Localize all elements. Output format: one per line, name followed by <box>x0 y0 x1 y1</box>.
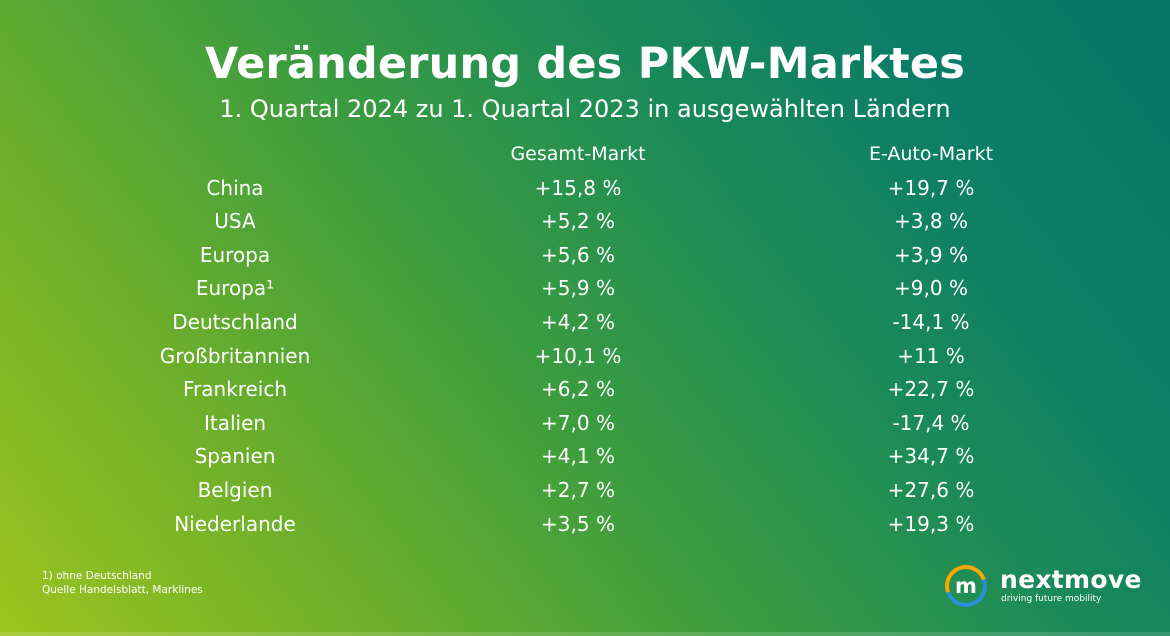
slide-title: Veränderung des PKW-Marktes <box>204 39 966 89</box>
country-cell: USA <box>214 209 256 234</box>
ev-market-cell: -14,1 % <box>892 309 970 334</box>
ev-market-cell: +3,9 % <box>894 242 968 267</box>
total-market-cell: +2,7 % <box>541 477 615 502</box>
footnote: 1) ohne Deutschland <box>42 570 152 582</box>
country-cell: Niederlande <box>174 511 296 536</box>
country-cell: China <box>206 175 264 200</box>
comparison-table: Gesamt-Markt E-Auto-Markt China +15,8 % +1… <box>0 138 1170 541</box>
source-note: Quelle Handelsblatt, Marklines <box>42 584 203 596</box>
logo-tagline: driving future mobility <box>1001 594 1102 604</box>
total-market-cell: +10,1 % <box>534 343 622 368</box>
bottom-strip <box>0 632 1170 636</box>
table-row: Frankreich +6,2 % +22,7 % <box>0 373 1170 407</box>
country-cell: Großbritannien <box>159 343 311 368</box>
country-cell: Spanien <box>194 444 276 469</box>
total-market-cell: +15,8 % <box>534 175 622 200</box>
country-cell: Europa <box>199 242 271 267</box>
table-row: Europa¹ +5,9 % +9,0 % <box>0 272 1170 306</box>
table-row: Belgien +2,7 % +27,6 % <box>0 474 1170 508</box>
total-market-cell: +4,2 % <box>541 309 615 334</box>
table-row: Deutschland +4,2 % -14,1 % <box>0 306 1170 340</box>
total-market-cell: +6,2 % <box>541 377 615 402</box>
table-row: Spanien +4,1 % +34,7 % <box>0 440 1170 474</box>
table-header-row: Gesamt-Markt E-Auto-Markt <box>0 138 1170 172</box>
ev-market-cell: +22,7 % <box>887 377 975 402</box>
country-cell: Europa¹ <box>195 276 275 301</box>
total-market-cell: +5,6 % <box>541 242 615 267</box>
svg-text:m: m <box>955 574 977 598</box>
table-body: China +15,8 % +19,7 % USA +5,2 % +3,8 % Europa… <box>0 172 1170 542</box>
total-market-cell: +3,5 % <box>541 511 615 536</box>
country-cell: Deutschland <box>172 309 298 334</box>
logo-wordmark: nextmove <box>1000 565 1142 594</box>
total-market-cell: +5,9 % <box>541 276 615 301</box>
ev-market-cell: +27,6 % <box>887 477 975 502</box>
ev-market-cell: +19,7 % <box>887 175 975 200</box>
ev-market-cell: +11 % <box>897 343 965 368</box>
table-row: Europa +5,6 % +3,9 % <box>0 239 1170 273</box>
country-cell: Belgien <box>197 477 273 502</box>
logo-mark-icon: m <box>945 565 987 607</box>
ev-market-cell: +3,8 % <box>894 209 968 234</box>
total-market-cell: +5,2 % <box>541 209 615 234</box>
total-market-cell: +4,1 % <box>541 444 615 469</box>
table-row: Großbritannien +10,1 % +11 % <box>0 340 1170 374</box>
total-market-cell: +7,0 % <box>541 410 615 435</box>
table-row: Italien +7,0 % -17,4 % <box>0 407 1170 441</box>
table-row: Niederlande +3,5 % +19,3 % <box>0 508 1170 542</box>
table-row: USA +5,2 % +3,8 % <box>0 205 1170 239</box>
slide-subtitle: 1. Quartal 2024 zu 1. Quartal 2023 in au… <box>219 95 951 123</box>
header-total-market: Gesamt-Markt <box>510 143 646 165</box>
country-cell: Italien <box>203 410 267 435</box>
country-cell: Frankreich <box>182 377 288 402</box>
ev-market-cell: +9,0 % <box>894 276 968 301</box>
ev-market-cell: +19,3 % <box>887 511 975 536</box>
header-ev-market: E-Auto-Markt <box>868 143 994 165</box>
table-row: China +15,8 % +19,7 % <box>0 172 1170 206</box>
footnotes: 1) ohne Deutschland Quelle Handelsblatt,… <box>42 569 203 597</box>
ev-market-cell: -17,4 % <box>892 410 970 435</box>
nextmove-logo: m nextmove driving future mobility <box>944 562 1144 610</box>
ev-market-cell: +34,7 % <box>887 444 975 469</box>
